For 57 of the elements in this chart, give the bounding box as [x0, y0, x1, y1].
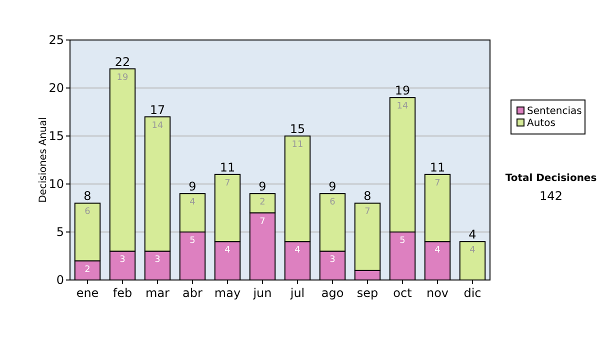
total-label: 15: [290, 122, 306, 136]
data-label: 3: [154, 255, 160, 266]
data-label: 19: [116, 72, 128, 83]
y-axis-title: Decisiones Anual: [38, 117, 49, 203]
total-label: 8: [364, 189, 372, 204]
total-label: 9: [188, 180, 196, 194]
total-label: 11: [430, 160, 446, 174]
total-label: 8: [84, 189, 92, 204]
y-tick-label: 20: [48, 81, 64, 95]
data-label: 6: [84, 207, 91, 218]
y-tick-label: 15: [48, 129, 64, 143]
x-tick-label: ene: [76, 286, 99, 300]
total-label: 17: [150, 102, 166, 117]
y-tick-label: 10: [48, 177, 64, 191]
text: 142: [540, 189, 562, 203]
y-tick-label: 5: [56, 225, 64, 239]
data-label: 4: [190, 198, 196, 208]
legend-label: Sentencias: [527, 106, 582, 117]
data-label: 3: [120, 255, 126, 266]
data-label: 6: [330, 198, 336, 208]
data-label: 2: [260, 198, 266, 208]
total-label: 9: [328, 180, 336, 194]
data-label: 14: [152, 120, 164, 131]
data-label: 7: [224, 178, 230, 188]
x-tick-label: sep: [356, 286, 378, 300]
data-label: 7: [364, 207, 370, 218]
total-label: 4: [468, 228, 476, 242]
x-tick-label: may: [214, 286, 241, 300]
data-label: 7: [260, 216, 266, 227]
data-label: 5: [190, 236, 196, 246]
data-label: 4: [434, 246, 441, 256]
x-tick-label: jun: [252, 286, 272, 300]
data-label: 7: [434, 178, 440, 188]
total-label: 19: [394, 84, 410, 98]
x-tick-label: oct: [393, 286, 412, 300]
data-label: 11: [292, 140, 304, 150]
y-tick-label: 25: [48, 33, 64, 47]
y-tick-label: 0: [56, 273, 64, 287]
legend-label: Autos: [527, 118, 556, 129]
data-label: 2: [84, 264, 90, 275]
x-tick-label: abr: [182, 286, 203, 300]
data-label: 4: [224, 246, 231, 256]
data-label: 5: [400, 236, 406, 246]
x-tick-label: jul: [289, 286, 305, 300]
total-label: 9: [258, 180, 266, 194]
x-tick-label: mar: [146, 286, 170, 300]
data-label: 4: [294, 246, 301, 256]
total-label: 11: [220, 160, 236, 174]
x-tick-label: nov: [426, 286, 449, 300]
data-label: 4: [470, 246, 476, 256]
text: Total Decisiones: [505, 173, 597, 184]
x-tick-label: dic: [464, 286, 482, 300]
data-label: 14: [396, 102, 408, 112]
data-label: 3: [330, 255, 336, 266]
x-tick-label: ago: [321, 286, 344, 300]
total-label: 22: [114, 54, 130, 69]
x-tick-label: feb: [112, 286, 132, 300]
